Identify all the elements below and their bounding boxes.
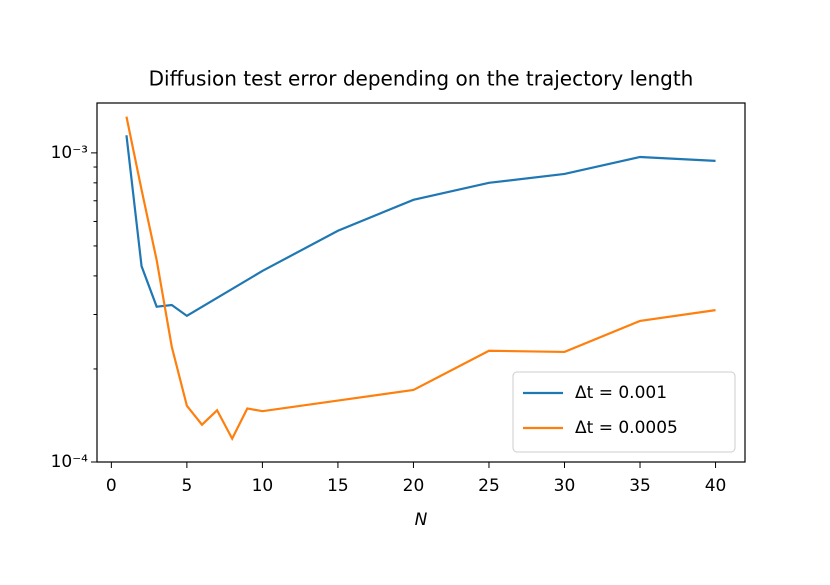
x-tick-label: 5: [181, 476, 192, 496]
data-line: [125, 116, 716, 442]
legend-label: Δt = 0.001: [575, 383, 667, 403]
x-tick-label: 0: [106, 476, 117, 496]
y-tick-label: 10⁻⁴: [51, 452, 89, 472]
legend-box: [512, 371, 736, 453]
x-tick-label: 40: [705, 476, 727, 496]
x-tick-label: 10: [252, 476, 274, 496]
x-axis-label: N: [415, 510, 428, 530]
plot-frame: [96, 102, 746, 463]
x-tick-label: 15: [327, 476, 349, 496]
chart-title: Diffusion test error depending on the tr…: [149, 67, 694, 91]
y-tick-label: 10⁻³: [51, 143, 88, 163]
x-tick-label: 20: [403, 476, 425, 496]
legend-label: Δt = 0.0005: [575, 418, 678, 438]
x-tick-label: 30: [554, 476, 576, 496]
x-tick-label: 35: [629, 476, 651, 496]
x-tick-label: 25: [478, 476, 500, 496]
data-line: [125, 135, 716, 318]
